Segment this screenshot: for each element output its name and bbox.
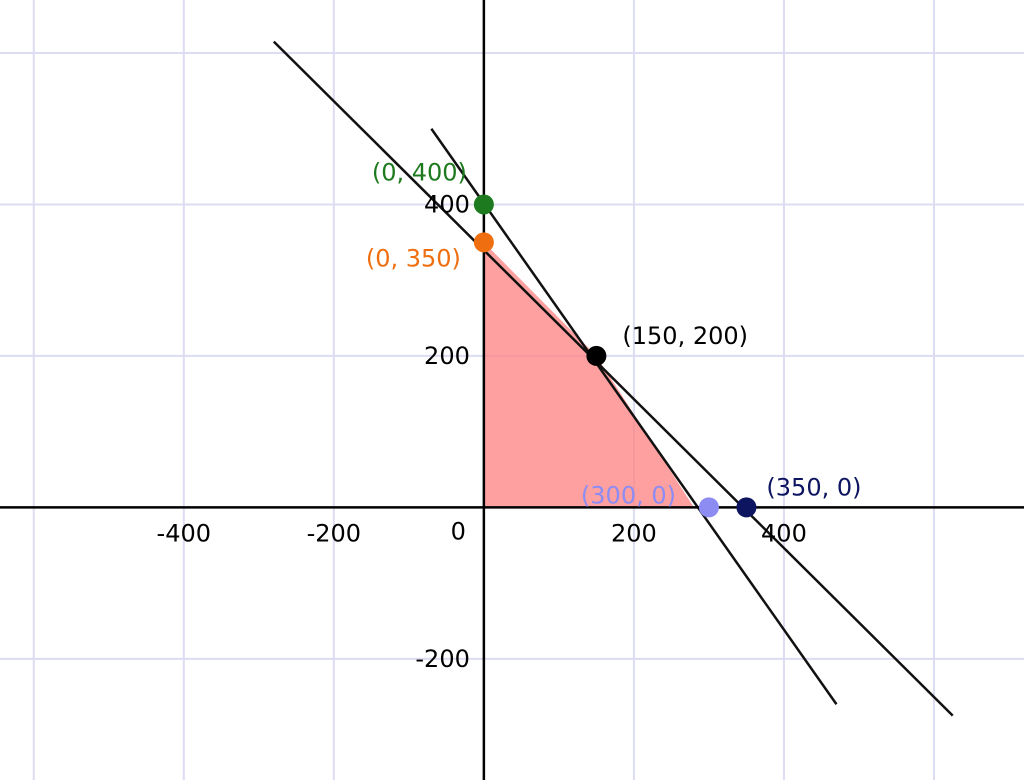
data-point-label: (150, 200): [622, 322, 748, 350]
data-point: [736, 497, 757, 518]
x-tick-label: 200: [611, 519, 657, 547]
x-tick-label: 400: [761, 519, 807, 547]
data-point: [473, 232, 494, 253]
x-tick-label: -200: [307, 519, 361, 547]
data-point-label: (350, 0): [766, 473, 861, 501]
data-point: [586, 345, 607, 366]
data-point-label: (0, 350): [366, 244, 461, 272]
y-tick-label: 200: [424, 342, 470, 370]
y-tick-label: 400: [424, 190, 470, 218]
feasible-region: [483, 242, 694, 508]
tick-labels-layer: -400 -200 200 400 -200 200 400 0: [157, 190, 807, 672]
feasible-region-layer: [483, 242, 694, 508]
y-tick-label: -200: [415, 645, 469, 673]
data-point-label: (0, 400): [372, 158, 467, 186]
data-point: [473, 194, 494, 215]
constraint-line-2: [430, 128, 838, 705]
points-layer: (0, 400) (0, 350) (150, 200) (300, 0) (350, …: [366, 158, 861, 518]
constraint-lines-layer: [272, 40, 954, 717]
data-point-label: (300, 0): [581, 481, 676, 509]
origin-label: 0: [451, 517, 466, 545]
constraint-line-1: [272, 40, 954, 717]
data-point: [698, 497, 719, 518]
x-tick-label: -400: [157, 519, 211, 547]
